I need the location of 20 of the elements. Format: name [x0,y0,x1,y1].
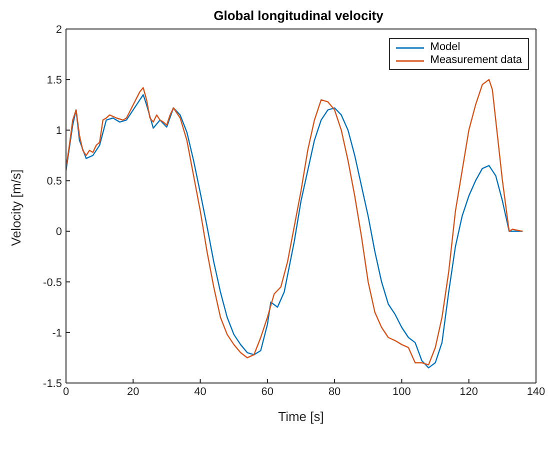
x-tick-label: 140 [526,386,546,398]
x-tick-label: 80 [328,386,341,398]
y-tick-label: 1.5 [46,74,62,86]
x-tick-label: 40 [194,386,206,398]
legend-label: Model [430,41,460,54]
y-axis-title: Velocity [m/s] [8,169,24,246]
legend-label: Measurement data [430,54,522,67]
y-tick-label: -1.5 [43,378,62,390]
y-tick-label: 2 [56,24,62,36]
y-tick-label: 0 [56,226,62,238]
x-tick-label: 20 [127,386,140,398]
chart-title: Global longitudinal velocity [212,8,384,23]
x-axis-title: Time [s] [278,409,324,424]
y-tick-label: 1 [56,125,62,138]
y-tick-label: -0.5 [43,276,62,289]
x-tick-label: 120 [460,386,478,398]
y-tick-label: 0.5 [46,176,62,188]
x-tick-label: 100 [392,386,411,398]
x-tick-label: 60 [261,386,274,398]
y-tick-label: -1 [52,327,62,340]
